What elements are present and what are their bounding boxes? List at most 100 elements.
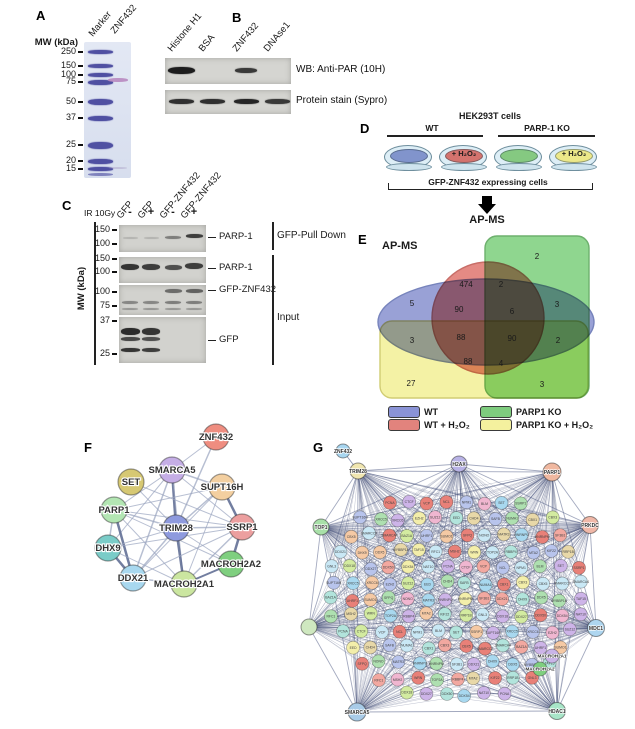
network-node (419, 496, 434, 511)
network-edge (356, 710, 558, 713)
ir-sign: - (171, 206, 175, 218)
network-edge (357, 463, 460, 472)
protein-band (143, 237, 159, 239)
node-label: BLM (537, 564, 544, 568)
network-edge (132, 469, 173, 579)
mw-tick-label: 150 (94, 224, 110, 234)
network-edge (356, 470, 359, 713)
network-edge (330, 615, 391, 617)
network-edge (357, 470, 372, 614)
parp1-ko-group-label: PARP-1 KO (524, 123, 570, 133)
node-label: CHD4 (366, 646, 375, 650)
network-node (545, 510, 560, 525)
node-label: BAZ1A (325, 596, 336, 600)
node-label: CTCF (461, 565, 470, 569)
network-edge (113, 509, 185, 585)
network-edge (308, 519, 533, 628)
protein-band (165, 308, 181, 310)
venn-count: 3 (410, 336, 415, 345)
node-label: XRCC6 (366, 581, 378, 585)
mw-tick-label: 37 (65, 112, 76, 122)
network-node (410, 625, 425, 640)
network-node-macroh2a2 (532, 661, 548, 677)
node-label: TOP2A (487, 551, 499, 555)
network-edge (107, 547, 185, 585)
node-label: KIF22 (491, 676, 500, 680)
network-edge (556, 524, 591, 712)
mw-tick-label: 250 (60, 46, 76, 56)
node-label-set: SET (122, 477, 141, 488)
network-edge (398, 645, 467, 663)
network-edge (320, 526, 439, 631)
network-edge (398, 645, 467, 663)
network-node-ssrp1 (228, 513, 256, 541)
network-node-dhx9 (94, 534, 122, 562)
network-edge (308, 584, 505, 628)
network-edge (484, 597, 542, 599)
node-label: TAF15 (545, 661, 555, 665)
petri-dish-base (496, 163, 542, 171)
network-node (392, 624, 407, 639)
network-edge (320, 526, 597, 629)
network-node (428, 510, 442, 525)
network-edge (501, 502, 597, 629)
network-node (486, 625, 500, 640)
network-node (437, 607, 452, 621)
network-edge (521, 646, 558, 712)
node-label: DDX21 (497, 597, 508, 601)
network-edge (331, 524, 591, 567)
node-label: MTA2 (422, 612, 431, 616)
protein-band (142, 348, 160, 352)
node-label: WRN (414, 676, 423, 680)
network-node (449, 511, 464, 525)
hub-label-h2ax: H2AX (452, 462, 466, 468)
mw-tick-dash (78, 65, 83, 67)
network-edge (320, 470, 359, 528)
node-label: DDX5 (537, 596, 546, 600)
network-node (533, 641, 548, 655)
mw-tick-label: 75 (65, 76, 76, 86)
node-label: CBX5 (539, 582, 548, 586)
network-node (496, 638, 510, 653)
network-edge (349, 463, 460, 567)
network-edge (551, 471, 591, 526)
network-edge (132, 526, 243, 579)
anti-par-blot-label: WB: Anti-PAR (10H) (296, 64, 386, 75)
panel-a-mw-title: MW (kDa) (34, 37, 78, 48)
network-node (457, 689, 471, 703)
network-node (467, 545, 482, 560)
network-edge (458, 463, 544, 584)
network-node (440, 687, 454, 701)
node-label: HNRNPM (458, 597, 473, 601)
bracket-line (388, 189, 593, 191)
mw-tick-dash (78, 51, 83, 53)
network-node (533, 559, 547, 574)
node-label: MATR3 (423, 598, 434, 602)
marker-band (88, 50, 113, 54)
network-edge (438, 616, 503, 631)
node-label: NCL (499, 566, 506, 570)
node-label: SMARCA4 (495, 644, 512, 648)
panel-c-letter: C (62, 198, 72, 213)
network-edge (330, 471, 553, 617)
network-edge (389, 463, 460, 585)
band-label: PARP-1 (219, 262, 253, 273)
node-label: SAFB (491, 517, 501, 521)
network-node (336, 624, 350, 639)
network-edge (437, 679, 484, 694)
network-node-smarca5 (158, 456, 186, 484)
network-edge (562, 524, 591, 584)
network-hub-mdc1 (587, 619, 605, 637)
node-label: PCNA (500, 692, 510, 696)
panel-a-letter: A (36, 8, 46, 23)
node-label: DDX27 (516, 615, 527, 619)
network-edge (378, 660, 558, 712)
network-edge (458, 463, 521, 504)
network-node (402, 494, 417, 509)
network-node-macroh2a2 (217, 550, 245, 578)
parp1-ko-group-underline (498, 135, 595, 137)
network-node (382, 638, 397, 653)
network-edge (464, 695, 558, 712)
network-node (478, 578, 493, 592)
mw-tick-dash (112, 320, 117, 322)
